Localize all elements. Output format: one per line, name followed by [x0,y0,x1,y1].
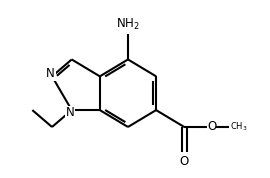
Text: N: N [66,106,75,119]
Text: NH$_2$: NH$_2$ [116,17,140,32]
Text: N: N [46,67,55,80]
Text: O: O [208,121,217,134]
Text: O: O [180,155,189,167]
Text: CH$_3$: CH$_3$ [230,121,248,133]
